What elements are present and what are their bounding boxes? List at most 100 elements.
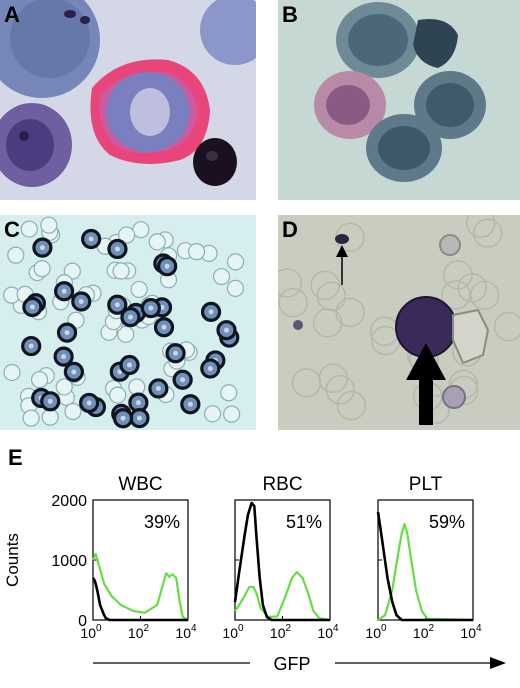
x-tick-label: 102	[413, 623, 435, 641]
stained-cell-center	[88, 236, 94, 242]
stained-cell-center	[135, 400, 141, 406]
stained-cell-center	[173, 350, 179, 356]
large-arrow-shaft	[419, 375, 433, 425]
small-particle	[293, 320, 303, 330]
stained-cell-center	[39, 245, 45, 251]
red-cell-ghost	[465, 215, 496, 238]
gfp-percent: 59%	[429, 512, 465, 532]
red-cell-ghost	[469, 280, 500, 311]
gfp-series-line	[91, 552, 189, 621]
x-tick-label: 104	[317, 623, 339, 641]
red-cell	[220, 384, 238, 402]
red-cell	[40, 216, 58, 234]
red-cell	[109, 386, 127, 404]
stained-cell-center	[155, 385, 161, 391]
panel-label-a: A	[4, 2, 20, 27]
y-tick-label: 0	[78, 613, 87, 630]
y-tick-label: 2000	[51, 493, 87, 510]
stained-cell-center	[208, 309, 214, 315]
control-series-line	[91, 577, 188, 622]
red-cell-ghost	[312, 308, 343, 338]
red-cell-ghost	[278, 268, 303, 298]
red-cell	[226, 253, 245, 271]
stained-cell-center	[127, 314, 133, 320]
red-cell	[117, 226, 136, 244]
micrograph-c-image	[0, 215, 256, 430]
cell	[442, 385, 466, 409]
y-axis-label: Counts	[3, 533, 22, 587]
red-cell	[7, 246, 25, 264]
red-cell	[3, 363, 21, 382]
red-cell	[117, 325, 135, 343]
control-series-line	[376, 511, 473, 622]
panel-label-d: D	[282, 217, 298, 242]
red-cell-ghost	[336, 390, 367, 421]
stained-cell-center	[120, 415, 126, 421]
panel-label-b: B	[282, 2, 298, 27]
histogram-plt: PLT 59% 100 102 104	[365, 474, 482, 641]
gfp-axis-arrowhead	[490, 657, 506, 669]
red-cell	[30, 371, 49, 389]
red-cell	[130, 280, 148, 299]
gfp-series-line	[234, 570, 331, 622]
x-tick-label: 100	[222, 623, 244, 641]
red-cell	[33, 260, 51, 278]
red-cell-ghost	[325, 374, 355, 405]
red-cell	[112, 262, 130, 280]
red-cell-ghost	[291, 368, 322, 398]
cell	[452, 308, 490, 365]
stained-cell-center	[71, 369, 77, 375]
red-cell	[64, 402, 82, 421]
histogram-rbc: RBC 51% 100 102 104	[222, 474, 339, 641]
gfp-percent: 39%	[144, 512, 180, 532]
stained-cell-center	[136, 415, 142, 421]
panel-label-e: E	[8, 445, 23, 470]
red-cell-ghost	[443, 260, 473, 290]
micrograph-panel-a: A	[0, 0, 256, 200]
cell	[439, 234, 461, 256]
micrograph-d-image	[278, 215, 520, 430]
red-cell	[148, 233, 166, 251]
stained-cell-center	[29, 304, 35, 310]
x-tick-label: 104	[460, 623, 482, 641]
x-axis-label: GFP	[273, 654, 310, 674]
red-cell	[20, 220, 38, 238]
red-cell	[22, 409, 40, 427]
y-tick-label: 1000	[51, 553, 87, 570]
stained-cell-center	[28, 343, 34, 349]
stained-cell-center	[86, 400, 92, 406]
stained-cell-center	[223, 327, 229, 333]
stained-cell-center	[148, 305, 154, 311]
x-tick-label: 102	[270, 623, 292, 641]
x-tick-label: 102	[128, 623, 150, 641]
gfp-percent: 51%	[286, 512, 322, 532]
red-cell	[128, 378, 146, 396]
red-cell-ghost	[472, 218, 503, 248]
red-cell	[226, 279, 245, 297]
stained-cell-center	[114, 246, 120, 252]
stained-cell-center	[47, 398, 53, 404]
stained-cell-center	[78, 298, 84, 304]
x-tick-label: 104	[175, 623, 197, 641]
x-tick-label: 100	[365, 623, 387, 641]
micrograph-panel-d: D	[278, 215, 520, 430]
histogram-title: WBC	[118, 474, 162, 495]
red-cell	[41, 408, 59, 426]
stained-cell-center	[164, 263, 170, 269]
stained-cell-center	[127, 362, 133, 368]
histogram-title: PLT	[409, 474, 443, 495]
red-cell	[212, 267, 231, 286]
micrograph-a-image	[0, 0, 256, 200]
panel-label-c: C	[4, 217, 20, 242]
red-cell	[223, 405, 241, 423]
stained-cell-center	[180, 377, 186, 383]
stained-cell-center	[161, 324, 167, 330]
platelet	[335, 234, 349, 244]
red-cell	[187, 243, 206, 261]
stained-cell-center	[61, 354, 67, 360]
stained-cell-center	[187, 401, 193, 407]
stained-cell-center	[61, 288, 67, 294]
stained-cell-center	[207, 366, 213, 372]
